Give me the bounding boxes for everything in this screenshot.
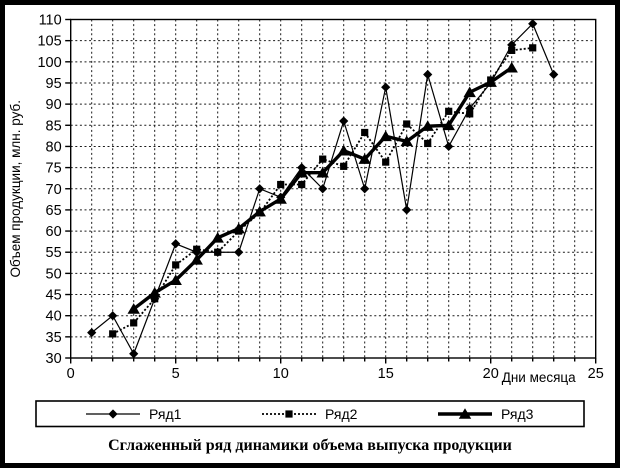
x-axis-ticks	[69, 358, 597, 364]
svg-text:80: 80	[46, 139, 62, 155]
svg-text:15: 15	[378, 366, 394, 382]
svg-text:30: 30	[46, 351, 62, 367]
svg-text:20: 20	[483, 366, 499, 382]
svg-text:25: 25	[588, 366, 604, 382]
svg-text:100: 100	[37, 55, 61, 71]
svg-text:85: 85	[46, 118, 62, 134]
y-axis-ticks	[65, 18, 71, 359]
svg-text:70: 70	[46, 182, 62, 198]
series-1-Ряд1	[87, 19, 559, 359]
svg-text:50: 50	[46, 266, 62, 282]
svg-text:75: 75	[46, 161, 62, 177]
series-3-markers	[127, 61, 518, 314]
legend-entry-Ряд2: Ряд2	[262, 406, 358, 422]
svg-text:40: 40	[46, 309, 62, 325]
svg-text:95: 95	[46, 76, 62, 92]
svg-text:60: 60	[46, 224, 62, 240]
svg-text:90: 90	[46, 97, 62, 113]
x-tick-labels: 0 5 10 15 20 25	[67, 366, 604, 382]
legend-label: Ряд3	[501, 406, 534, 422]
series-1-markers	[87, 19, 559, 359]
svg-text:35: 35	[46, 330, 62, 346]
legend-entry-Ряд1: Ряд1	[86, 406, 182, 422]
y-tick-labels: 30 35 40 45 50 55 60 65 70 75 80 85 90 95 100 105 110	[37, 13, 61, 368]
legend-box: Ряд1 Ряд2 Ряд3	[35, 400, 585, 428]
svg-text:105: 105	[37, 34, 61, 50]
legend-label: Ряд1	[149, 406, 182, 422]
svg-text:10: 10	[273, 366, 289, 382]
y-gridlines	[70, 40, 596, 338]
svg-text:0: 0	[67, 366, 75, 382]
chart-canvas: 30 35 40 45 50 55 60 65 70 75 80 85 90 95 100 105 110 0 5 1…	[8, 13, 604, 428]
svg-text:5: 5	[172, 366, 180, 382]
svg-text:45: 45	[46, 288, 62, 304]
svg-text:55: 55	[46, 245, 62, 261]
chart-caption: Сглаженный ряд динамики объема выпуска п…	[108, 437, 512, 454]
legend-label: Ряд2	[325, 406, 358, 422]
legend-entry-Ряд3: Ряд3	[438, 406, 534, 422]
svg-text:65: 65	[46, 203, 62, 219]
x-gridlines	[91, 19, 576, 358]
x-axis-title: Дни месяца	[502, 370, 576, 385]
y-axis-title: Объем продукции, млн. руб.	[8, 100, 23, 278]
svg-text:110: 110	[39, 13, 62, 29]
series-3-Ряд3	[127, 61, 518, 314]
